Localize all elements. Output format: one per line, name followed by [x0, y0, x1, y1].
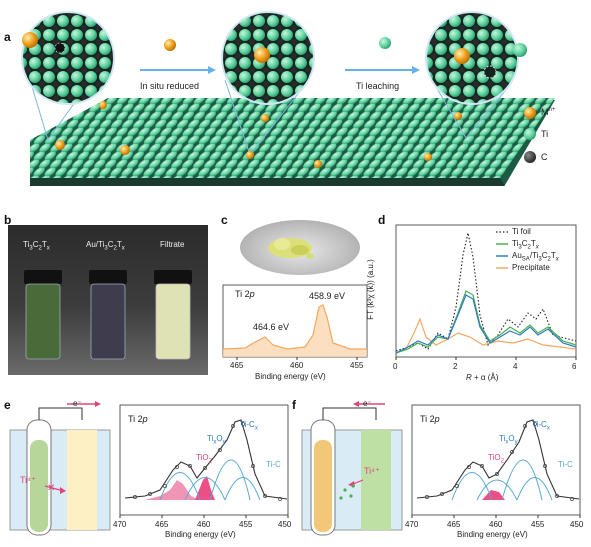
e-spectrum-label: Ti 2p — [128, 414, 148, 424]
panel-f-label: f — [292, 398, 296, 412]
e-xtick-465: 465 — [155, 520, 169, 529]
d-xtick-6: 6 — [572, 362, 577, 371]
e-electron: e⁻ — [73, 399, 82, 408]
legend-metal: Mn+ — [541, 107, 556, 117]
panel-d-label: d — [378, 213, 386, 227]
c-spectrum-label: Ti 2p — [235, 289, 255, 299]
f-electron: e⁻ — [363, 399, 372, 408]
c-xtick-460: 460 — [290, 361, 304, 370]
panel-e: e ✕ e⁻ Ti⁴⁺ Ti 2p TixO — [0, 390, 295, 547]
d-xtick-0: 0 — [393, 362, 398, 371]
vial-label-ti3c2tx: Ti3C2Tx — [23, 240, 50, 252]
e-comp-ticx: Ti-Cx — [240, 420, 258, 432]
panel-d: d Ti foil Ti3C2Tx AuSA/Ti3C2Tx Precipita… — [366, 213, 588, 385]
c-xlabel: Binding energy (eV) — [255, 372, 326, 381]
c-peak2: 458.9 eV — [309, 291, 346, 301]
vial-label-au-ti3c2tx: Au/Ti3C2Tx — [86, 240, 125, 252]
panel-e-label: e — [4, 398, 11, 412]
panel-b-label: b — [4, 213, 12, 227]
e-xtick-460: 460 — [197, 520, 211, 529]
e-comp-tio2: TiO2 — [196, 453, 212, 465]
d-legend-precipitate: Precipitate — [512, 263, 550, 272]
panel-f: f e⁻ Ti⁴⁺ Ti 2p — [292, 390, 591, 547]
f-comp-tixoy: TixOy — [499, 434, 518, 446]
e-xlabel: Binding energy (eV) — [165, 530, 236, 539]
f-ion: Ti⁴⁺ — [364, 466, 380, 476]
f-comp-tio2: TiO2 — [488, 453, 504, 465]
f-comp-ticx: Ti-Cx — [532, 420, 550, 432]
mxene-schematic — [21, 11, 555, 186]
panel-c-label: c — [221, 213, 228, 227]
ti2p-filtrate-spectrum — [222, 284, 368, 360]
e-comp-tic: Ti-C — [266, 460, 281, 469]
f-xtick-450: 450 — [570, 520, 584, 529]
exafs-chart — [395, 224, 577, 360]
d-xtick-4: 4 — [513, 362, 518, 371]
d-legend-ti-foil: Ti foil — [512, 227, 531, 236]
zoom-circle-2 — [222, 12, 314, 104]
f-comp-tic: Ti-C — [558, 460, 573, 469]
f-xtick-470: 470 — [405, 520, 419, 529]
c-xtick-465: 465 — [230, 361, 244, 370]
cell-diagram-f — [301, 401, 403, 536]
panel-c: c Ti 2p 464.6 eV 458.9 eV 465 460 455 Bi… — [215, 213, 375, 385]
precipitate-photo — [240, 220, 360, 275]
e-xtick-450: 450 — [278, 520, 292, 529]
zoom-circle-1 — [22, 12, 114, 104]
vial-label-filtrate: Filtrate — [160, 240, 185, 249]
vial-photo — [8, 225, 208, 375]
d-xtick-2: 2 — [453, 362, 458, 371]
e-xtick-470: 470 — [113, 520, 127, 529]
panel-b: b Ti3C2Tx Au/Ti3C2Tx Filtrate — [0, 213, 210, 375]
d-xlabel: R + α (Å) — [466, 373, 499, 382]
f-xtick-455: 455 — [531, 520, 545, 529]
panel-a: a — [0, 0, 591, 210]
d-legend-ausa: AuSA/Ti3C2Tx — [512, 251, 559, 263]
f-xlabel: Binding energy (eV) — [457, 530, 528, 539]
f-xtick-465: 465 — [447, 520, 461, 529]
e-xtick-455: 455 — [239, 520, 253, 529]
legend-c: C — [541, 152, 548, 162]
step-ti-leaching: Ti leaching — [356, 81, 400, 91]
step-in-situ-reduced: In situ reduced — [140, 81, 200, 91]
zoom-circle-3 — [426, 12, 518, 104]
svg-text:✕: ✕ — [47, 483, 55, 494]
e-ion: Ti⁴⁺ — [20, 475, 36, 485]
legend-ti: Ti — [541, 129, 549, 139]
d-legend-ti3c2tx: Ti3C2Tx — [512, 239, 539, 251]
f-xtick-460: 460 — [489, 520, 503, 529]
e-comp-tixoy: TixOy — [207, 434, 226, 446]
c-xtick-455: 455 — [350, 361, 364, 370]
panel-a-label: a — [4, 30, 11, 44]
ti2p-spectrum-f — [411, 404, 581, 518]
f-spectrum-label: Ti 2p — [420, 414, 440, 424]
cell-diagram-e: ✕ — [9, 401, 111, 536]
d-ylabel: FT (k³χ (k)) (a.u.) — [365, 259, 375, 320]
ti2p-spectrum-e — [119, 404, 289, 518]
c-peak1: 464.6 eV — [253, 322, 290, 332]
